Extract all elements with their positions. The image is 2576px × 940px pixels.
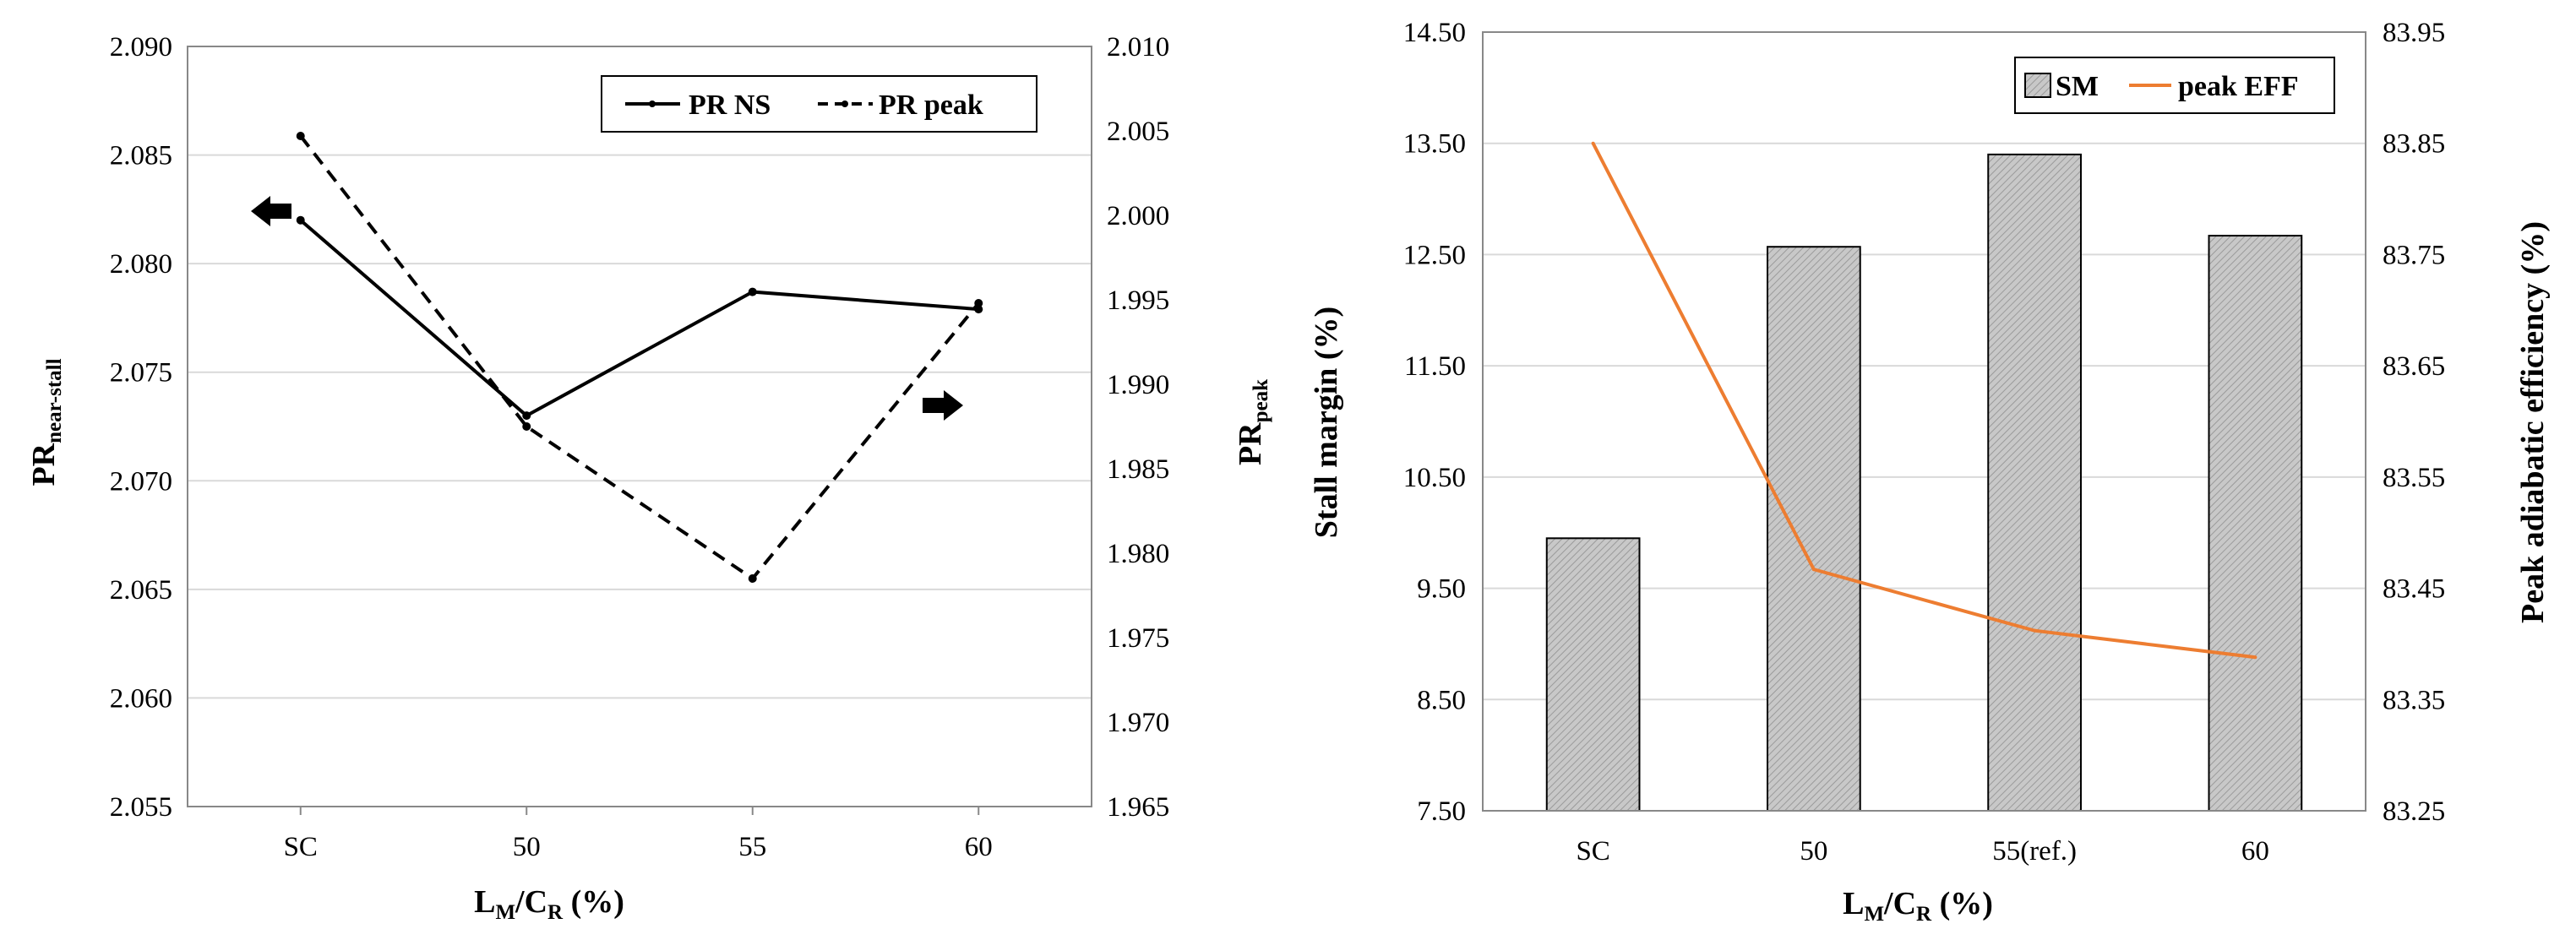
chart1-right-tick-label: 1.985 (1107, 454, 1169, 485)
chart1-x-tick-label: 50 (513, 832, 541, 862)
series-line-pr-peak (299, 134, 980, 581)
data-point-pr-peak (296, 132, 305, 140)
data-point-peak-eff (1811, 568, 1816, 572)
sm-bar (1767, 246, 1861, 812)
chart2-ticks: 7.50 8.50 9.50 10.50 11.50 12.50 13.50 14.50 83.… (1403, 18, 2446, 867)
chart1-ticks: 2.055 2.060 2.065 2.070 2.075 2.080 2.085 2.090… (110, 32, 1170, 862)
chart2-right-tick-label: 83.75 (2383, 240, 2445, 270)
left-arrow-icon (251, 196, 291, 226)
chart2-x-tick-label: 50 (1800, 836, 1827, 867)
chart2-right-axis-title: Peak adiabatic efficiency (%) (2515, 221, 2551, 623)
chart2-x-tick-label: SC (1576, 836, 1609, 867)
chart2-right-tick-label: 83.35 (2383, 685, 2445, 715)
chart2-right-tick-label: 83.95 (2383, 18, 2445, 48)
chart1-right-tick-label: 1.980 (1107, 539, 1169, 569)
chart1-series (296, 132, 983, 583)
chart2-legend: SM peak EFF (2014, 57, 2335, 114)
sm-bar (2208, 235, 2303, 812)
data-point-pr-ns (748, 287, 757, 296)
chart2-right-tick-label: 83.85 (2383, 129, 2445, 160)
legend-marker-pr-ns (649, 101, 656, 107)
chart2-plot-frame (1482, 31, 2366, 812)
data-point-peak-eff (1591, 141, 1595, 145)
legend-label-pr-peak: PR peak (879, 90, 983, 121)
chart2-left-tick-label: 8.50 (1417, 685, 1466, 715)
chart2-left-tick-label: 7.50 (1417, 796, 1466, 827)
chart1-left-tick-label: 2.055 (110, 792, 172, 823)
right-arrow-icon (923, 390, 963, 421)
data-point-pr-peak (522, 422, 531, 431)
sm-bar (1545, 537, 1641, 812)
data-point-peak-eff (2033, 628, 2037, 633)
data-point-pr-peak (748, 574, 757, 583)
chart1-right-tick-label: 1.965 (1107, 792, 1169, 823)
chart1-left-tick-label: 2.080 (110, 249, 172, 280)
chart1-left-tick-label: 2.090 (110, 32, 172, 62)
chart2-left-tick-label: 13.50 (1403, 129, 1466, 160)
chart2-x-tick-label: 55(ref.) (1992, 836, 2077, 867)
legend-marker-pr-peak (841, 101, 848, 107)
series-line-peak-eff (1591, 142, 2256, 660)
chart2-right-tick-label: 83.25 (2383, 796, 2445, 827)
chart1-left-axis-title: PRnear-stall (26, 358, 66, 486)
chart1-right-tick-label: 2.000 (1107, 201, 1169, 231)
chart1-x-tick-label: 60 (965, 832, 993, 862)
chart1-left-tick-label: 2.075 (110, 358, 172, 388)
chart2-bars (1545, 153, 2303, 812)
data-point-peak-eff (2253, 655, 2257, 660)
chart1-left-tick-label: 2.060 (110, 683, 172, 714)
chart2-left-tick-label: 10.50 (1403, 463, 1466, 493)
series-line-pr-ns (299, 219, 979, 418)
chart1-right-tick-label: 1.995 (1107, 285, 1169, 316)
legend-swatch-sm (2024, 73, 2051, 98)
chart1-plot-frame (187, 46, 1092, 807)
data-point-pr-ns (522, 411, 531, 421)
chart1-right-axis-title: PRpeak (1233, 379, 1272, 465)
data-point-pr-ns (296, 215, 305, 225)
chart1-right-tick-label: 1.975 (1107, 623, 1169, 654)
chart1-right-tick-label: 2.010 (1107, 32, 1169, 62)
legend-label-sm: SM (2056, 71, 2099, 102)
chart2-left-axis-title: Stall margin (%) (1309, 307, 1344, 538)
chart1-legend: PR NS PR peak (601, 75, 1037, 133)
chart2-x-tick-label: 60 (2241, 836, 2269, 867)
chart2-right-tick-label: 83.55 (2383, 463, 2445, 493)
legend-label-pr-ns: PR NS (689, 90, 771, 121)
chart1-gridlines (188, 154, 1092, 699)
chart2-right-tick-label: 83.45 (2383, 574, 2445, 605)
chart2-left-tick-label: 14.50 (1403, 18, 1466, 48)
chart1-x-tick-label: SC (284, 832, 318, 862)
chart2-right-tick-label: 83.65 (2383, 351, 2445, 382)
chart1-right-tick-label: 2.005 (1107, 117, 1169, 147)
chart2-left-tick-label: 11.50 (1404, 351, 1466, 382)
chart-stall-margin-efficiency: 7.50 8.50 9.50 10.50 11.50 12.50 13.50 14.50 83.… (1309, 18, 2551, 926)
chart2-series (1591, 141, 2257, 660)
chart1-right-tick-label: 1.970 (1107, 708, 1169, 738)
chart2-legend-box (2014, 57, 2335, 114)
chart2-left-tick-label: 9.50 (1417, 574, 1466, 605)
chart2-left-tick-label: 12.50 (1403, 240, 1466, 270)
chart1-right-tick-label: 1.990 (1107, 370, 1169, 400)
data-point-pr-peak (974, 299, 983, 307)
chart-pressure-ratio: 2.055 2.060 2.065 2.070 2.075 2.080 2.085 2.090… (26, 32, 1272, 924)
chart1-left-tick-label: 2.085 (110, 141, 172, 171)
chart1-x-tick-label: 55 (738, 832, 766, 862)
legend-label-peak-eff: peak EFF (2178, 71, 2299, 102)
sm-bar (1987, 153, 2082, 812)
chart1-left-tick-label: 2.070 (110, 466, 172, 497)
chart1-left-tick-label: 2.065 (110, 575, 172, 606)
chart2-x-axis-title: LM/CR (%) (1843, 886, 1993, 926)
chart1-x-axis-title: LM/CR (%) (474, 884, 624, 924)
